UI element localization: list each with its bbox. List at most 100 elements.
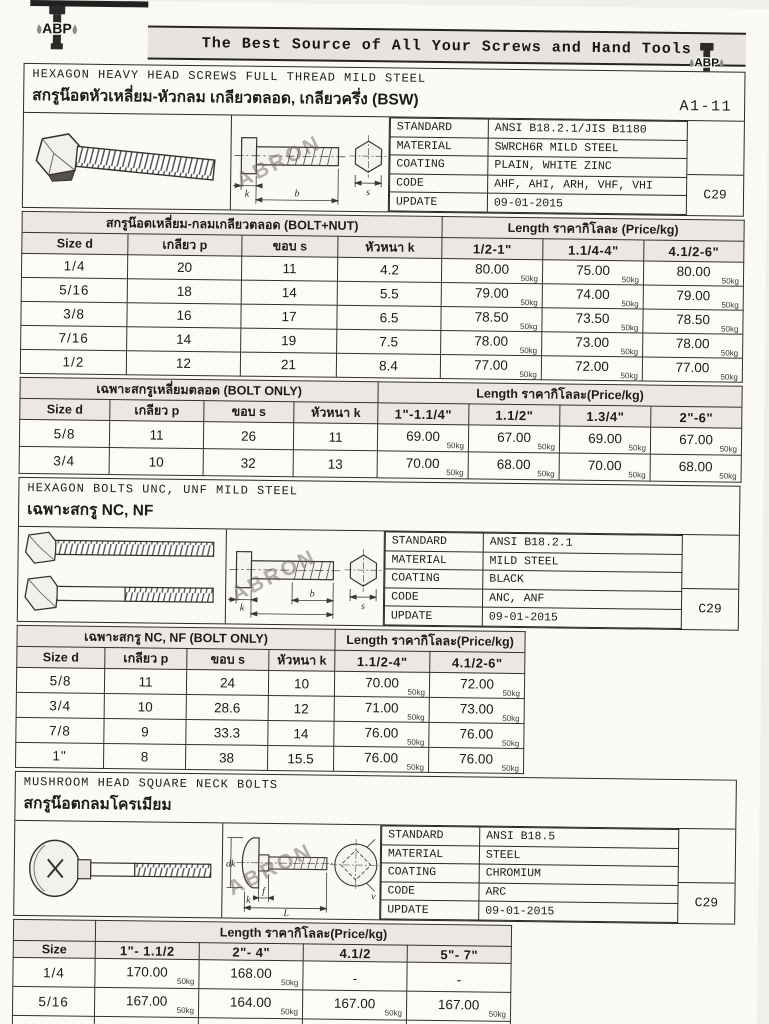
price-cell: 80.00 50kg	[643, 261, 744, 287]
mushroom-price-table: Length ราคากิโลละ(Price/kg) Size 1"- 1.1…	[11, 918, 513, 1024]
spec-value: CHROMIUM	[479, 864, 679, 886]
spec-label: STANDARD	[390, 117, 489, 138]
price-cell: 80.00 50kg	[441, 258, 543, 284]
price-cell: 73.50 50kg	[541, 307, 644, 334]
dimension-label: dk	[226, 858, 236, 869]
dimension-label: k	[240, 603, 245, 614]
price-cell: 72.00 50kg	[541, 355, 643, 382]
flats-cell: 14	[241, 280, 338, 306]
col-header-size: Size	[13, 940, 96, 959]
flats-cell: 33.3	[185, 719, 269, 746]
table-row: 1" 8 38 15.5 76.00 50kg 76.00 50kg	[15, 742, 524, 774]
spec-row: UPDATE 09-01-2015	[380, 900, 678, 923]
spec-label: UPDATE	[380, 900, 479, 921]
spec-value: STEEL	[479, 845, 679, 867]
head-thickness-cell: 10	[268, 670, 335, 697]
ref-code: C29	[694, 895, 719, 911]
price-cell: 167.00 50kg	[302, 989, 407, 1021]
carriage-bolt-3d-diagram	[14, 820, 224, 918]
dimension-label: f	[262, 886, 266, 897]
price-range-header: 1"- 1.1/2	[95, 941, 200, 960]
ref-empty-cell	[678, 828, 736, 884]
col-header-head: หัวหนา k	[337, 236, 443, 259]
price-range-header: 4.1/2-6"	[643, 240, 745, 263]
price-range-header: 2"- 4"	[199, 942, 304, 961]
pitch-cell: 20	[127, 254, 242, 281]
price-cell: -	[302, 960, 408, 992]
spec-value: ANSI B18.2.1	[483, 533, 683, 555]
pitch-cell: 12	[126, 350, 241, 377]
spec-table: STANDARD ANSI B18.2.1/JIS B1180 MATERIAL…	[389, 117, 688, 215]
section1-header: HEXAGON HEAVY HEAD SCREWS FULL THREAD MI…	[24, 64, 745, 121]
col-header-pitch: เกลียว p	[127, 233, 243, 257]
ref-empty-cell	[682, 535, 739, 590]
spec-table: STANDARD ANSI B18.2.1 MATERIAL MILD STEE…	[384, 531, 683, 629]
flats-cell: 11	[241, 256, 338, 282]
section-hex-heavy-screws: HEXAGON HEAVY HEAD SCREWS FULL THREAD MI…	[21, 62, 746, 217]
col-header-pitch: เกลียว p	[109, 399, 204, 422]
pitch-cell: 8	[103, 743, 186, 770]
size-cell: 1/2	[20, 349, 127, 375]
price-range-header: 1.1/2-4"	[334, 650, 430, 673]
spec-value: AHF, AHI, ARH, VHF, VHI	[487, 174, 687, 196]
price-cell: 69.00 50kg	[377, 423, 469, 452]
pitch-cell: 10	[104, 693, 187, 720]
price-range-header: 4.1/2-6"	[429, 651, 525, 674]
size-cell: 3/4	[16, 692, 105, 719]
dimension-label: s	[366, 187, 370, 198]
pitch-cell: 16	[126, 302, 242, 329]
price-cell: 78.00 50kg	[440, 330, 542, 356]
size-cell: 3/4	[19, 446, 110, 475]
head-thickness-cell: 6.5	[336, 305, 442, 331]
head-thickness-cell: 5.5	[337, 281, 442, 307]
header-title: The Best Source of All Your Screws and H…	[201, 34, 692, 58]
price-range-header: 5"- 7"	[407, 945, 512, 964]
price-range-header: 1/2-1"	[441, 237, 544, 260]
page-content: HEXAGON HEAVY HEAD SCREWS FULL THREAD MI…	[11, 60, 746, 1024]
spec-label: UPDATE	[389, 192, 488, 213]
spec-value: PLAIN, WHITE ZINC	[487, 156, 687, 178]
price-cell: 67.00 50kg	[468, 424, 560, 453]
dimension-label: b	[310, 588, 315, 599]
flats-cell: 21	[240, 352, 337, 378]
price-cell: 74.00 50kg	[542, 283, 644, 310]
head-thickness-cell: 7.5	[336, 329, 441, 355]
spec-row: UPDATE 09-01-2015	[384, 606, 682, 629]
spec-label: CODE	[389, 173, 488, 194]
hex-bolt-technical-diagram: k b s ABRON	[230, 115, 390, 212]
spec-label: MATERIAL	[381, 844, 480, 865]
price-value: -	[352, 970, 358, 986]
col-header-flats: ขอบ s	[203, 400, 294, 423]
spec-value: ANSI B18.2.1/JIS B1180	[488, 119, 688, 141]
spec-value: 09-01-2015	[482, 607, 682, 629]
price-cell: 156.00 50kg	[198, 1017, 303, 1024]
spec-label: CODE	[380, 881, 480, 902]
price-cell: 70.00 50kg	[377, 450, 469, 479]
pitch-cell: 14	[126, 326, 241, 353]
spec-row: UPDATE 09-01-2015	[389, 192, 687, 215]
price-cell: 76.00 50kg	[333, 746, 429, 773]
col-header-head: หัวหนา k	[268, 649, 335, 672]
hex-bolts-3d-diagram	[17, 526, 227, 624]
size-cell: 5/8	[19, 419, 110, 448]
head-thickness-cell: 15.5	[267, 745, 334, 772]
size-cell: 5/8	[16, 667, 105, 694]
size-cell: 5/16	[12, 986, 95, 1017]
spec-value: ANC, ANF	[482, 588, 682, 610]
spec-table: STANDARD ANSI B18.5 MATERIAL STEEL COATI…	[380, 825, 679, 923]
price-cell: 68.00 50kg	[468, 451, 560, 480]
price-value: 156.00	[199, 1021, 302, 1024]
pitch-cell: 18	[127, 278, 242, 305]
spec-value: BLACK	[482, 570, 682, 592]
price-cell: 76.00 50kg	[428, 722, 525, 749]
price-cell: 71.00 50kg	[334, 696, 430, 723]
price-cell: 76.00 50kg	[428, 747, 524, 774]
section2-spec: STANDARD ANSI B18.2.1 MATERIAL MILD STEE…	[384, 531, 739, 629]
section1-figure-row: k b s ABRON	[22, 111, 744, 216]
spec-label: STANDARD	[385, 531, 484, 552]
spec-value: 09-01-2015	[487, 193, 687, 215]
price-cell: 161.00 50kg	[302, 1018, 407, 1024]
header-banner: The Best Source of All Your Screws and H…	[147, 25, 747, 67]
dimension-label: k	[245, 189, 250, 200]
